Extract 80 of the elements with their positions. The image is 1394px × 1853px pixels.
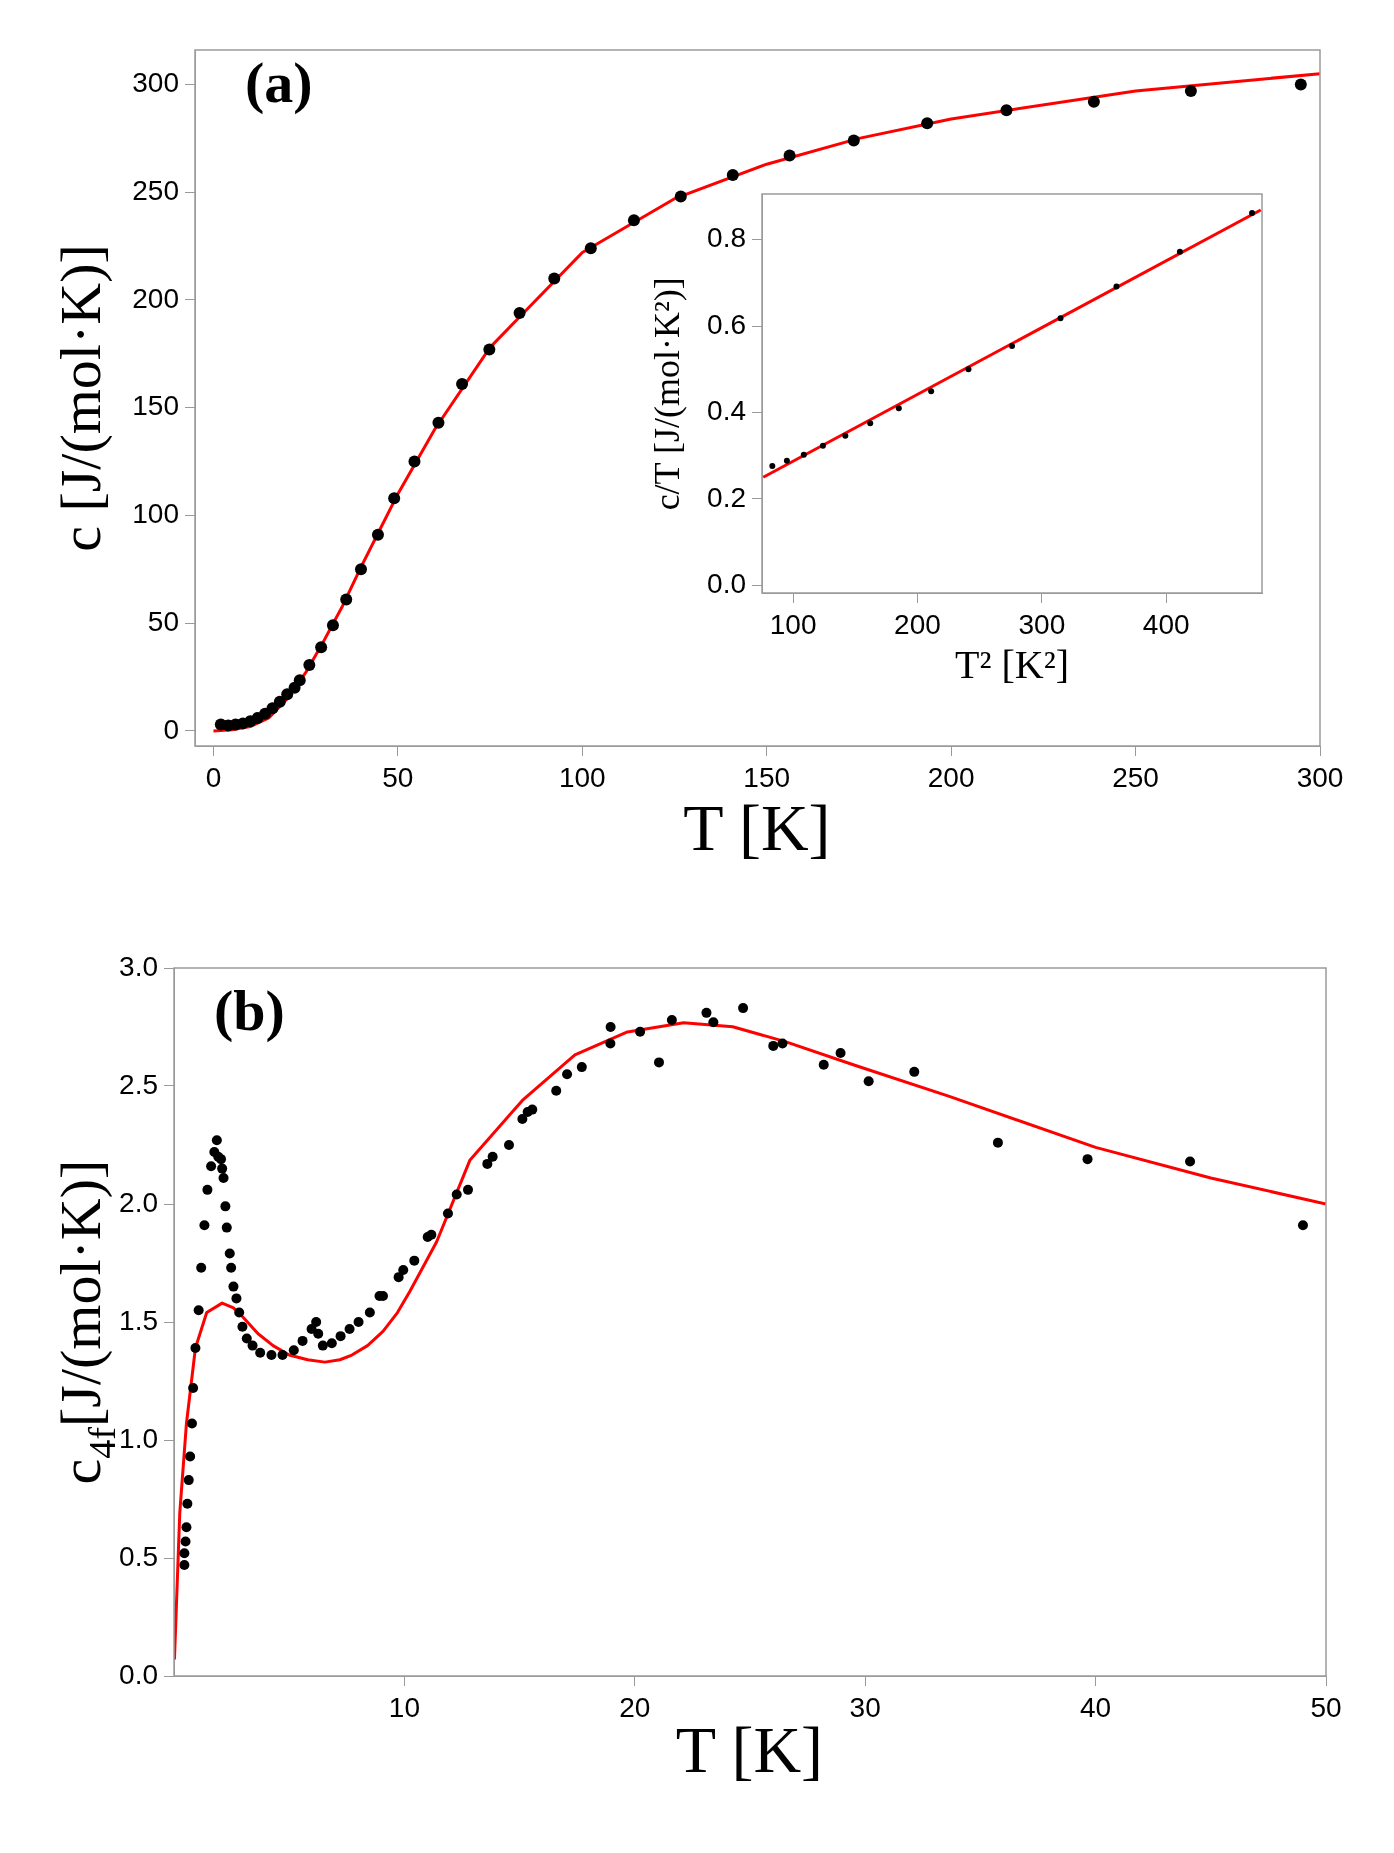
x-tick-label: 250 bbox=[1112, 761, 1159, 793]
point bbox=[1184, 84, 1197, 97]
point bbox=[1176, 248, 1183, 255]
point bbox=[315, 641, 328, 654]
point bbox=[1009, 343, 1015, 349]
y-tick-label: 150 bbox=[132, 390, 179, 422]
point bbox=[1057, 315, 1064, 322]
x-tick-label: 300 bbox=[1018, 608, 1066, 640]
point bbox=[921, 117, 934, 130]
point bbox=[548, 272, 561, 285]
x-tick-label: 200 bbox=[894, 608, 941, 640]
y-tick-label: 0.5 bbox=[119, 1540, 158, 1572]
x-tick-label: 30 bbox=[849, 1691, 881, 1723]
point bbox=[769, 463, 776, 470]
point bbox=[867, 420, 874, 427]
point bbox=[800, 451, 807, 458]
y-tick-label: 1.0 bbox=[119, 1422, 158, 1454]
point bbox=[273, 695, 286, 708]
x-tick-label: 150 bbox=[743, 761, 791, 793]
y-tick-label: 300 bbox=[132, 67, 179, 99]
y-tick-label: 0.2 bbox=[707, 481, 746, 513]
point bbox=[1000, 104, 1013, 117]
y-tick-label: 2.5 bbox=[119, 1068, 158, 1100]
point bbox=[584, 242, 597, 255]
point bbox=[408, 455, 421, 468]
x-tick-label: 400 bbox=[1142, 608, 1190, 640]
point bbox=[726, 168, 739, 181]
y-tick-label: 200 bbox=[132, 282, 179, 314]
point bbox=[371, 528, 384, 541]
point bbox=[483, 343, 496, 356]
y-tick-label: 0.0 bbox=[119, 1658, 158, 1690]
y-tick-label: 0.0 bbox=[707, 567, 746, 599]
x-tick-label: 300 bbox=[1296, 761, 1344, 793]
point bbox=[513, 306, 526, 319]
x-tick-label: 100 bbox=[558, 761, 606, 793]
x-tick-label: 0 bbox=[205, 761, 222, 793]
point bbox=[354, 563, 367, 576]
x-tick-label: 100 bbox=[769, 608, 817, 640]
point bbox=[326, 619, 339, 632]
point bbox=[928, 388, 935, 395]
x-tick-label: 200 bbox=[927, 761, 975, 793]
y-tick-label: 0 bbox=[163, 713, 179, 745]
point bbox=[847, 134, 860, 147]
x-axis-title: T [K] bbox=[675, 1713, 824, 1786]
point bbox=[783, 457, 790, 464]
y-tick-label: 1.5 bbox=[119, 1304, 158, 1336]
x-tick-label: 20 bbox=[619, 1691, 651, 1723]
y-tick-label: 100 bbox=[132, 498, 179, 530]
point bbox=[1294, 78, 1307, 91]
point bbox=[1087, 95, 1100, 108]
y-axis-title: c/T [J/(mol·K²)] bbox=[646, 277, 687, 511]
point bbox=[627, 214, 640, 227]
point bbox=[1249, 210, 1256, 216]
x-tick-label: 50 bbox=[382, 761, 414, 793]
chart-title: (b) bbox=[214, 978, 285, 1043]
point bbox=[432, 416, 445, 429]
point bbox=[340, 593, 353, 606]
point bbox=[303, 658, 316, 671]
x-tick-label: 50 bbox=[1310, 1691, 1342, 1723]
point bbox=[1113, 283, 1120, 290]
y-tick-label: 0.6 bbox=[707, 308, 746, 340]
point bbox=[965, 366, 972, 373]
point bbox=[819, 442, 826, 449]
point bbox=[456, 377, 469, 390]
x-axis-title: T [K] bbox=[683, 791, 831, 864]
y-axis-title: c [J/(mol·K)] bbox=[48, 244, 114, 552]
x-axis-title: T² [K²] bbox=[955, 642, 1069, 687]
point bbox=[895, 405, 902, 412]
point bbox=[674, 190, 687, 203]
point bbox=[293, 674, 306, 687]
y-tick-label: 250 bbox=[132, 174, 179, 206]
x-tick-label: 40 bbox=[1080, 1691, 1112, 1723]
y-tick-label: 3.0 bbox=[119, 950, 158, 982]
y-tick-label: 0.8 bbox=[707, 222, 746, 254]
point bbox=[842, 432, 849, 439]
y-tick-label: 0.4 bbox=[707, 395, 746, 427]
point bbox=[388, 492, 401, 505]
point bbox=[783, 149, 796, 162]
x-tick-label: 10 bbox=[388, 1691, 420, 1723]
chart-title: (a) bbox=[245, 50, 313, 115]
